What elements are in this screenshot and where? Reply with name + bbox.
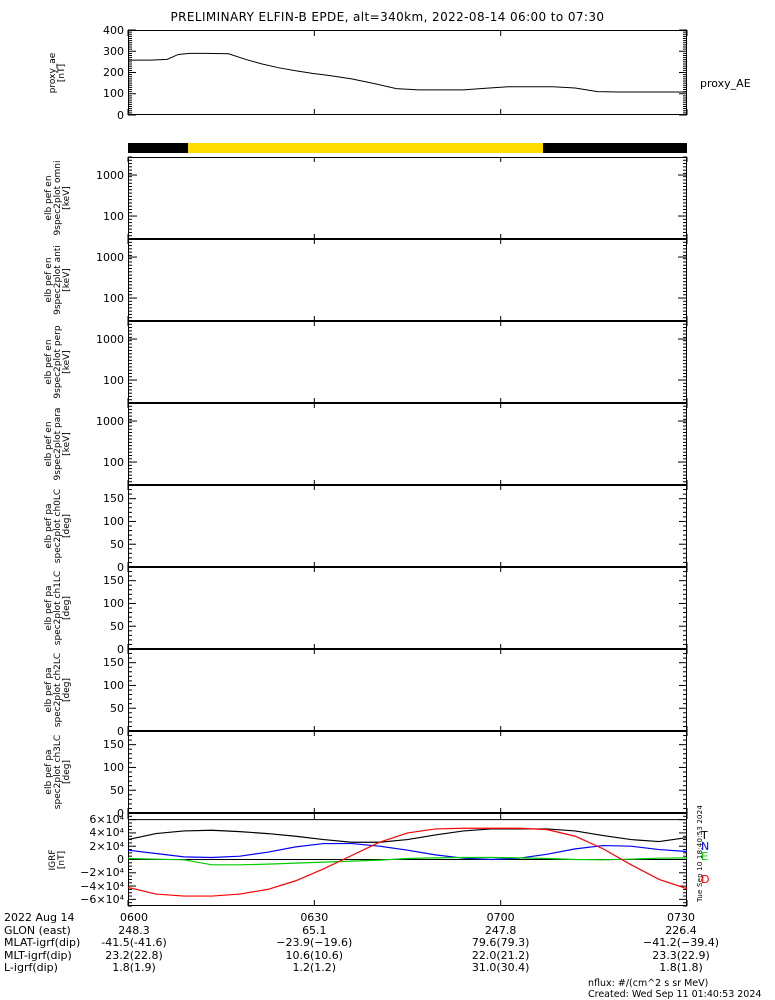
annotation-row-label: GLON (east) bbox=[4, 923, 71, 937]
annotation-value: 23.3(22.9) bbox=[652, 948, 710, 962]
annotation-value: 1.8(1.8) bbox=[659, 961, 703, 974]
proxy-ae-ytick: 100 bbox=[103, 87, 124, 101]
x-axis-tick-label: 0730 bbox=[667, 911, 695, 924]
annotation-value: 1.2(1.2) bbox=[292, 961, 337, 974]
footer-created: Created: Wed Sep 11 01:40:53 2024 bbox=[588, 989, 762, 1000]
annotation-value: 226.4 bbox=[665, 923, 697, 937]
igrf-ytick: 2×10⁴ bbox=[89, 839, 124, 853]
science-zone-segment bbox=[542, 143, 687, 153]
annotation-row-label: MLAT-igrf(dip) bbox=[4, 936, 81, 949]
spectrogram-plot-frame bbox=[128, 239, 687, 321]
pitchangle-ytick: 100 bbox=[103, 678, 124, 692]
pitchangle-ytick: 100 bbox=[103, 514, 124, 528]
spectrogram-plot-frame bbox=[128, 157, 687, 239]
spectrogram-ytick: 1000 bbox=[96, 168, 124, 182]
pitchangle-axis-ticks bbox=[127, 730, 688, 814]
x-axis-tick-label: 0630 bbox=[300, 911, 329, 924]
annotation-value: −23.9(−19.6) bbox=[276, 936, 353, 949]
igrf-series-t bbox=[127, 828, 688, 843]
pitchangle-ytick: 50 bbox=[110, 783, 124, 797]
igrf-series-d bbox=[127, 827, 688, 897]
igrf-legend-n: N bbox=[701, 839, 710, 853]
spectrogram-ytick: 1000 bbox=[96, 250, 124, 264]
igrf-legend-e: E bbox=[701, 850, 708, 864]
annotation-value: 79.6(79.3) bbox=[471, 936, 530, 949]
proxy-ae-trace bbox=[127, 29, 688, 116]
igrf-ytick: −6×10⁴ bbox=[80, 892, 124, 906]
pitchangle-ytick: 0 bbox=[117, 724, 124, 738]
proxy-ae-right-label: proxy_AE bbox=[700, 76, 751, 90]
igrf-series-n bbox=[127, 842, 688, 861]
pitchangle-ytick: 50 bbox=[110, 537, 124, 551]
x-axis-tick-label: 0700 bbox=[486, 911, 515, 924]
igrf-series-e bbox=[127, 856, 688, 866]
pitchangle-ytick: 0 bbox=[117, 642, 124, 656]
pitchangle-axis-ticks bbox=[127, 648, 688, 732]
annotation-row-label: L-igrf(dip) bbox=[4, 961, 58, 974]
proxy-ae-ylabel: proxy_ae [nT] bbox=[48, 52, 67, 93]
annotation-value: 248.3 bbox=[118, 923, 150, 937]
igrf-ytick: 0 bbox=[117, 853, 124, 866]
pitchangle-ytick: 150 bbox=[103, 738, 124, 752]
pitchangle-plot-frame bbox=[128, 485, 687, 567]
igrf-ytick: 6×10⁴ bbox=[89, 813, 124, 827]
spectrogram-ytick: 100 bbox=[103, 373, 124, 387]
annotation-row-label: MLT-igrf(dip) bbox=[4, 948, 72, 962]
igrf-traces bbox=[127, 812, 688, 907]
igrf-ytick: 4×10⁴ bbox=[89, 826, 124, 840]
pitchangle-ytick: 100 bbox=[103, 760, 124, 774]
pitchangle-ytick: 150 bbox=[103, 492, 124, 506]
spectrogram-ytick: 1000 bbox=[96, 332, 124, 346]
spectrogram-ytick: 1000 bbox=[96, 414, 124, 428]
spectrogram-axis-ticks bbox=[127, 402, 688, 486]
proxy-ae-ytick: 300 bbox=[103, 44, 124, 58]
science-zone-segment bbox=[128, 143, 188, 153]
spectrogram-plot-frame bbox=[128, 403, 687, 485]
annotation-value: 1.8(1.9) bbox=[112, 961, 156, 974]
spectrogram-ytick: 100 bbox=[103, 209, 124, 223]
spectrogram-axis-ticks bbox=[127, 156, 688, 240]
annotation-value: −41.2(−39.4) bbox=[642, 936, 719, 949]
annotation-value: 247.8 bbox=[484, 923, 517, 937]
x-axis-tick-label: 0600 bbox=[120, 911, 148, 924]
igrf-legend-t: T bbox=[701, 828, 708, 842]
igrf-legend-d: D bbox=[701, 873, 710, 887]
pitchangle-plot-frame bbox=[128, 731, 687, 813]
pitchangle-ytick: 150 bbox=[103, 656, 124, 670]
spectrogram-plot-frame bbox=[128, 321, 687, 403]
pitchangle-ytick: 0 bbox=[117, 560, 124, 574]
page-title: PRELIMINARY ELFIN-B EPDE, alt=340km, 202… bbox=[170, 10, 605, 24]
annotation-value: -41.5(-41.6) bbox=[101, 936, 167, 949]
igrf-vertical-timestamp: Tue Sep 10 18:40:53 2024 bbox=[696, 804, 704, 902]
igrf-ytick: −2×10⁴ bbox=[80, 866, 124, 880]
pitchangle-plot-frame bbox=[128, 649, 687, 731]
spectrogram-axis-ticks bbox=[127, 320, 688, 404]
proxy-ae-plot-frame bbox=[128, 30, 687, 115]
annotation-value: 10.6(10.6) bbox=[285, 948, 344, 962]
igrf-ylabel: IGRF [nT] bbox=[48, 848, 67, 871]
pitchangle-ytick: 50 bbox=[110, 701, 124, 715]
science-zone-segment bbox=[187, 143, 543, 153]
igrf-ytick: −4×10⁴ bbox=[80, 879, 124, 893]
annotation-value: 23.2(22.8) bbox=[105, 948, 163, 962]
footer-credits: nflux: #/(cm^2 s sr MeV) Created: Wed Sep… bbox=[588, 978, 761, 1000]
spectrogram-ytick: 100 bbox=[103, 455, 124, 469]
pitchangle-axis-ticks bbox=[127, 566, 688, 650]
pitchangle-ytick: 100 bbox=[103, 596, 124, 610]
footer-units: nflux: #/(cm^2 s sr MeV) bbox=[588, 978, 709, 989]
annotation-row-label: 2022 Aug 14 bbox=[4, 911, 75, 924]
pitchangle-ytick: 150 bbox=[103, 574, 124, 588]
proxy-ae-ytick: 200 bbox=[103, 66, 124, 79]
pitchangle-ytick: 50 bbox=[110, 619, 124, 633]
annotation-value: 22.0(21.2) bbox=[471, 948, 530, 962]
annotation-value: 31.0(30.4) bbox=[471, 961, 530, 974]
proxy-ae-ytick: 0 bbox=[117, 108, 124, 122]
pitchangle-ytick: 0 bbox=[117, 806, 124, 820]
spectrogram-ytick: 100 bbox=[103, 291, 124, 305]
annotation-value: 65.1 bbox=[302, 923, 327, 937]
proxy-ae-ytick: 400 bbox=[103, 23, 124, 37]
pitchangle-axis-ticks bbox=[127, 484, 688, 568]
spectrogram-axis-ticks bbox=[127, 238, 688, 322]
